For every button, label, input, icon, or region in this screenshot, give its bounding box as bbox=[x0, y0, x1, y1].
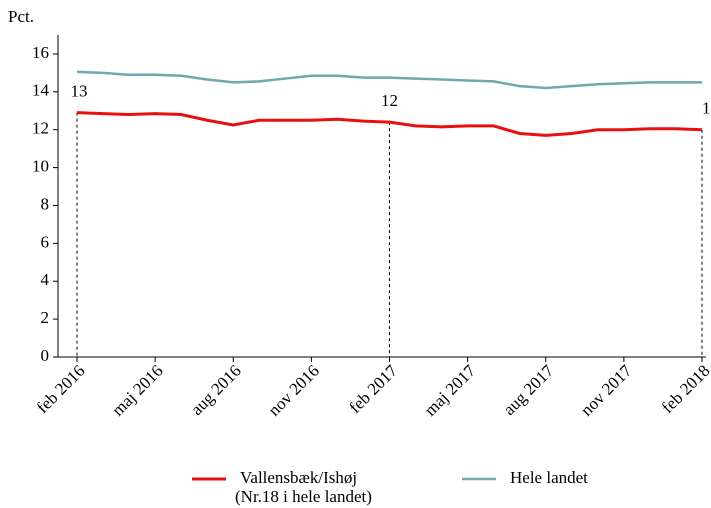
data-label: 13 bbox=[71, 82, 88, 101]
x-tick-label: nov 2016 bbox=[264, 361, 323, 420]
y-tick-label: 14 bbox=[32, 81, 50, 100]
legend-label: Vallensbæk/Ishøj bbox=[240, 468, 357, 487]
data-label: 12 bbox=[702, 99, 711, 118]
y-tick-label: 16 bbox=[32, 43, 49, 62]
x-tick-label: feb 2017 bbox=[345, 361, 401, 417]
data-label: 12 bbox=[381, 91, 398, 110]
series-line bbox=[76, 70, 702, 90]
legend-label: Hele landet bbox=[510, 468, 588, 487]
x-tick-label: feb 2016 bbox=[33, 361, 89, 417]
y-tick-label: 2 bbox=[41, 308, 50, 327]
y-tick-label: 10 bbox=[32, 156, 49, 175]
x-tick-label: feb 2018 bbox=[658, 361, 711, 417]
y-tick-label: 4 bbox=[41, 270, 50, 289]
x-tick-label: maj 2016 bbox=[108, 361, 167, 420]
y-tick-label: 0 bbox=[41, 346, 50, 365]
y-tick-label: 8 bbox=[41, 194, 50, 213]
x-tick-label: nov 2017 bbox=[577, 361, 636, 420]
legend-note: (Nr.18 i hele landet) bbox=[235, 487, 372, 506]
series-line bbox=[76, 111, 703, 137]
y-tick-label: 12 bbox=[32, 119, 49, 138]
x-tick-label: maj 2017 bbox=[421, 361, 480, 420]
x-tick-label: aug 2016 bbox=[187, 361, 245, 419]
x-tick-label: aug 2017 bbox=[500, 361, 558, 419]
y-axis-label: Pct. bbox=[8, 7, 34, 26]
y-tick-label: 6 bbox=[41, 232, 50, 251]
